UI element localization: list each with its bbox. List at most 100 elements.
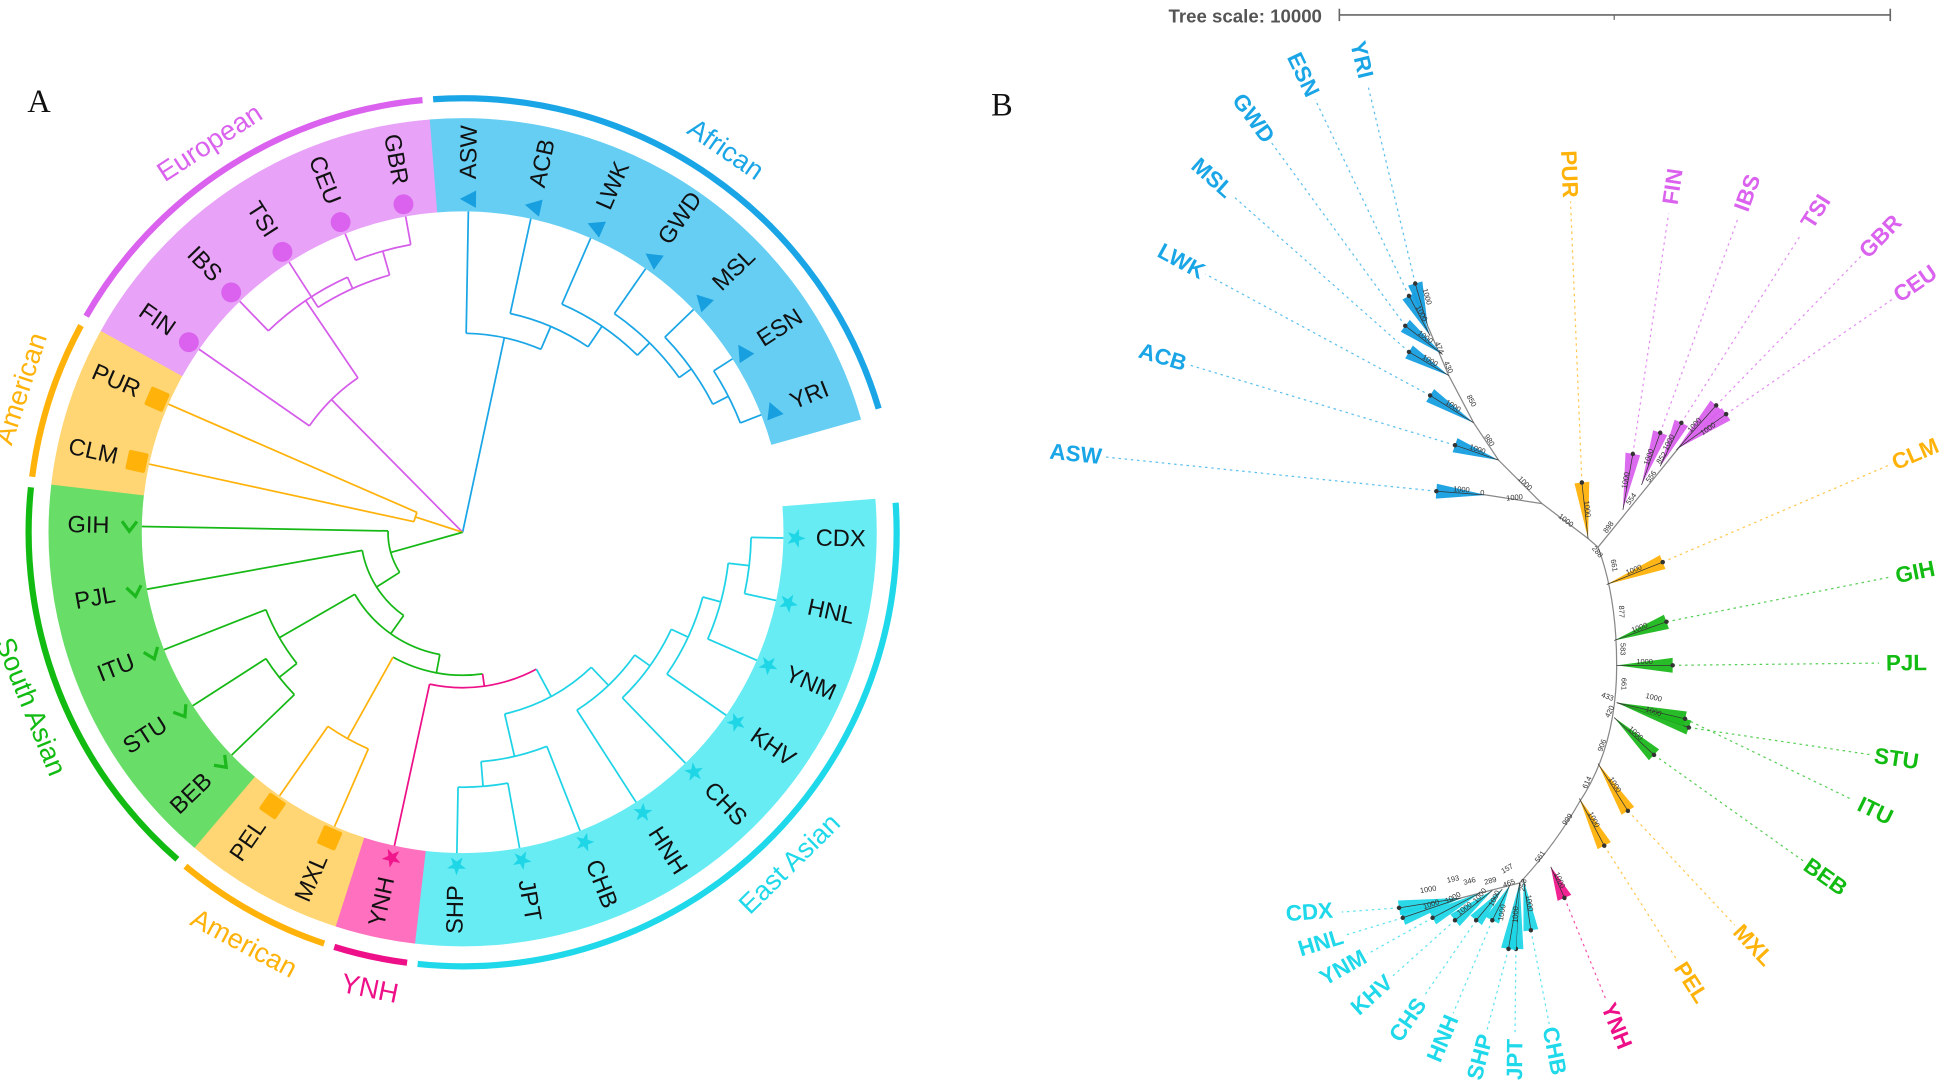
leaf-label: LWK: [1154, 238, 1210, 284]
panel-b-unrooted-tree: B Tree scale: 10000 10001000100010001000…: [991, 5, 1940, 1082]
branch-arc: [510, 312, 589, 348]
collapsed-clade-triangle: [1660, 419, 1689, 467]
clade-branch: [1678, 413, 1727, 449]
star-icon: [447, 857, 467, 876]
chevron-up-icon: [142, 646, 160, 662]
leaf-node-dot: [1664, 619, 1669, 625]
collapsed-clade-triangle: [1400, 319, 1443, 355]
leaf-label: TSI: [1796, 190, 1836, 233]
leaf-label: ASW: [456, 124, 483, 179]
leader-line: [1314, 99, 1410, 297]
leaf-label: CHB: [1538, 1025, 1572, 1077]
branch-line: [740, 413, 762, 424]
leader-line: [1205, 273, 1431, 397]
branch-line: [613, 268, 647, 315]
collapsed-clade-triangle: [1550, 866, 1572, 901]
clade-branch: [1402, 897, 1462, 919]
leaf-label: ASW: [1048, 439, 1103, 469]
branch-line: [435, 654, 441, 674]
collapsed-clade-triangle: [1405, 345, 1449, 376]
branch-arc: [355, 243, 411, 262]
panel-a-label: A: [27, 83, 51, 119]
leader-line: [1666, 576, 1889, 623]
branch-line: [751, 536, 784, 539]
group-label: YNH: [339, 967, 402, 1009]
group-arc-american: [183, 863, 326, 947]
clade-branch: [1429, 395, 1474, 424]
leaf-marker: [125, 584, 143, 599]
group-arc-east-asian: [417, 502, 900, 970]
leaf-node-dot: [1657, 430, 1663, 436]
leader-line: [1452, 920, 1493, 1014]
branch-line: [546, 746, 581, 832]
branch-line: [330, 399, 464, 533]
branch-line: [670, 628, 689, 638]
star-icon: [779, 594, 799, 614]
branch-line: [376, 571, 401, 588]
branch-arc: [265, 609, 298, 664]
branch-line: [278, 662, 298, 679]
branch-line: [480, 761, 484, 787]
leaf-marker: [767, 402, 784, 421]
branch-line: [713, 358, 734, 372]
clade-branch: [1398, 897, 1462, 909]
node-bootstrap: 193: [1446, 873, 1460, 884]
leader-line: [1662, 464, 1891, 563]
triangle-icon: [738, 344, 755, 364]
branch-line: [707, 638, 758, 662]
leaf-band-khv: [706, 688, 825, 801]
clade-branch: [1659, 422, 1682, 467]
branch-line: [146, 549, 363, 591]
branch-line: [507, 782, 521, 849]
branch-line: [636, 342, 651, 356]
leaf-band-cdx: [781, 498, 877, 581]
group-arc-african: [432, 95, 882, 410]
leader-line: [1514, 948, 1517, 1033]
branch-arc: [504, 666, 592, 715]
european-branch: [1597, 447, 1680, 548]
chevron-up-icon: [172, 704, 188, 719]
collapsed-clade-triangle: [1574, 481, 1590, 539]
branch-arc: [666, 596, 704, 675]
leaf-node-dot: [1452, 918, 1458, 923]
leaf-node-dot: [1434, 488, 1439, 494]
collapsed-clade-triangle: [1579, 798, 1611, 850]
branch-arc: [361, 550, 405, 617]
leaf-node-dot: [1625, 808, 1631, 814]
branch-line: [728, 562, 750, 567]
star-icon: [633, 802, 653, 822]
leaf-node-dot: [1473, 918, 1479, 923]
leader-line: [1715, 255, 1862, 406]
clade-branch: [1408, 351, 1449, 376]
branch-line: [163, 608, 267, 651]
branch-line: [465, 211, 470, 334]
collapsed-clade-triangle: [1641, 430, 1668, 486]
leaf-marker: [696, 294, 714, 313]
branch-line: [621, 697, 687, 764]
branch-line: [346, 276, 354, 289]
group-arc-european: [83, 97, 423, 318]
leaf-marker: [317, 825, 343, 851]
leaf-marker: [259, 792, 286, 820]
leader-line: [1680, 234, 1802, 424]
branch-arc: [308, 377, 359, 427]
group-arc-south-asian: [25, 486, 180, 862]
star-icon: [576, 832, 595, 852]
leader-line: [1603, 845, 1678, 960]
branch-line: [288, 261, 319, 308]
leaf-marker: [645, 253, 664, 270]
branch-line: [390, 614, 405, 635]
leaf-node-dot: [1579, 480, 1585, 485]
group-label: African: [682, 112, 770, 186]
node-bootstrap: 474: [1433, 340, 1446, 355]
leaf-label: FIN: [1658, 167, 1688, 206]
clade-branch: [1454, 890, 1493, 921]
leaf-band-asw: [429, 118, 511, 214]
branch-line: [415, 516, 463, 534]
square-icon: [259, 792, 286, 820]
leaf-marker: [125, 449, 149, 473]
leaf-marker: [120, 520, 139, 534]
leaf-node-dot: [1660, 559, 1665, 565]
leaf-marker: [393, 194, 414, 215]
